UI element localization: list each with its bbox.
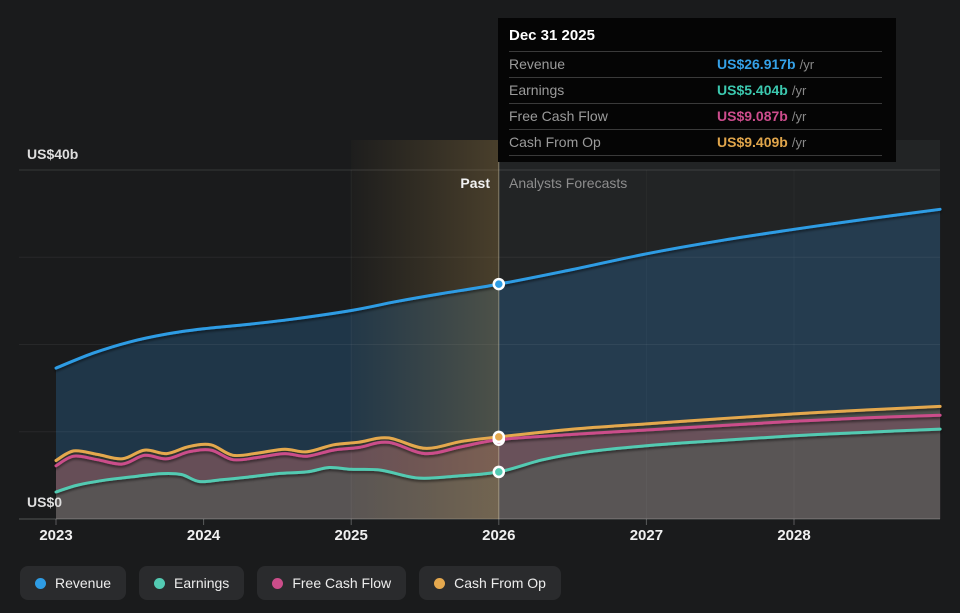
divider-marker-earnings[interactable] xyxy=(492,465,506,479)
tooltip-row-label: Cash From Op xyxy=(509,134,601,150)
past-highlight-band xyxy=(351,140,499,519)
past-section-label: Past xyxy=(460,175,490,191)
tooltip-row-label: Free Cash Flow xyxy=(509,108,608,124)
x-axis-label-2028: 2028 xyxy=(777,527,811,544)
tooltip-row-value: US$5.404b xyxy=(717,82,788,98)
chart-tooltip: Dec 31 2025 Revenue US$26.917b/yr Earnings… xyxy=(498,18,896,162)
tooltip-row-revenue: Revenue US$26.917b/yr xyxy=(509,51,882,77)
tooltip-row-cash-from-op: Cash From Op US$9.409b/yr xyxy=(509,129,882,156)
tooltip-row-free-cash-flow: Free Cash Flow US$9.087b/yr xyxy=(509,103,882,129)
y-axis-label-top: US$40b xyxy=(27,146,79,162)
tooltip-row-value: US$9.409b xyxy=(717,134,788,150)
x-axis-label-2025: 2025 xyxy=(334,527,368,544)
chart-legend: Revenue Earnings Free Cash Flow Cash From O… xyxy=(20,566,561,600)
legend-item-revenue[interactable]: Revenue xyxy=(20,566,127,600)
y-axis-label-bottom: US$0 xyxy=(27,494,63,510)
legend-label: Revenue xyxy=(55,575,112,591)
x-axis-label-2027: 2027 xyxy=(629,527,664,544)
tooltip-row-value: US$26.917b xyxy=(717,56,796,72)
legend-item-free-cash-flow[interactable]: Free Cash Flow xyxy=(257,566,407,600)
chart-line-revenue xyxy=(54,207,942,370)
forecast-section-label: Analysts Forecasts xyxy=(509,175,628,191)
legend-dot-icon xyxy=(272,577,284,589)
tooltip-row-unit: /yr xyxy=(791,83,807,98)
legend-dot-icon xyxy=(154,577,166,589)
tooltip-row-label: Earnings xyxy=(509,82,565,98)
legend-label: Earnings xyxy=(174,575,230,591)
tooltip-row-unit: /yr xyxy=(791,109,807,124)
tooltip-row-value: US$9.087b xyxy=(717,108,788,124)
x-axis-label-2024: 2024 xyxy=(186,527,221,544)
legend-label: Free Cash Flow xyxy=(292,575,392,591)
legend-item-cash-from-op[interactable]: Cash From Op xyxy=(419,566,561,600)
tooltip-date: Dec 31 2025 xyxy=(509,27,595,44)
divider-marker-revenue[interactable] xyxy=(492,277,506,291)
legend-dot-icon xyxy=(434,577,446,589)
tooltip-rows: Revenue US$26.917b/yr Earnings US$5.404b/yr… xyxy=(509,51,882,156)
legend-item-earnings[interactable]: Earnings xyxy=(139,566,245,600)
tooltip-row-unit: /yr xyxy=(791,135,807,150)
divider-marker-cash-from-op[interactable] xyxy=(492,430,506,444)
tooltip-row-unit: /yr xyxy=(799,57,815,72)
chart-line-earnings xyxy=(54,427,942,494)
tooltip-row-label: Revenue xyxy=(509,56,566,72)
x-axis-label-2026: 2026 xyxy=(482,527,516,544)
chart-line-free-cash-flow xyxy=(54,413,942,468)
legend-dot-icon xyxy=(35,577,46,589)
legend-label: Cash From Op xyxy=(454,575,546,591)
tooltip-row-earnings: Earnings US$5.404b/yr xyxy=(509,77,882,103)
chart-line-cash-from-op xyxy=(54,404,942,462)
x-axis-label-2023: 2023 xyxy=(39,527,73,544)
